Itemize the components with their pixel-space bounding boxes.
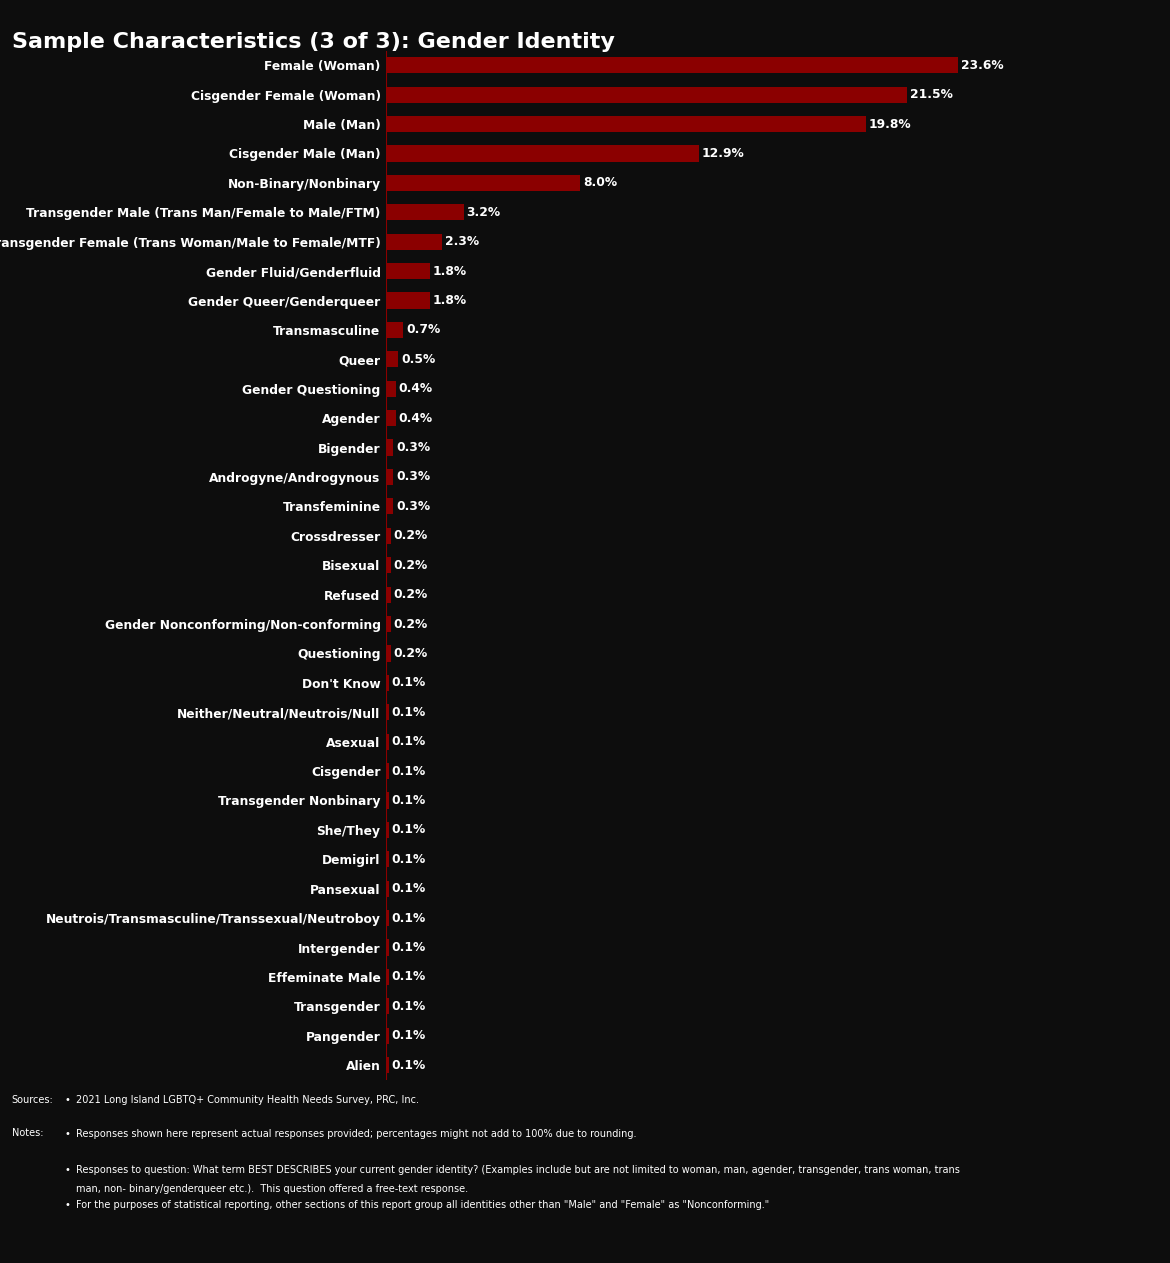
Bar bbox=[386, 499, 393, 514]
Text: 0.1%: 0.1% bbox=[392, 706, 426, 719]
Text: 0.3%: 0.3% bbox=[397, 470, 431, 484]
Text: 0.7%: 0.7% bbox=[406, 323, 440, 336]
Text: 0.1%: 0.1% bbox=[392, 912, 426, 925]
Text: Responses shown here represent actual responses provided; percentages might not : Responses shown here represent actual re… bbox=[76, 1129, 636, 1139]
Text: 3.2%: 3.2% bbox=[467, 206, 501, 218]
Text: 0.1%: 0.1% bbox=[392, 676, 426, 690]
Text: Notes:: Notes: bbox=[12, 1128, 43, 1138]
Bar bbox=[386, 792, 388, 808]
Text: 0.5%: 0.5% bbox=[401, 352, 435, 366]
Bar bbox=[386, 351, 398, 368]
Bar bbox=[386, 822, 388, 837]
Bar bbox=[386, 87, 907, 102]
Text: 0.1%: 0.1% bbox=[392, 1058, 426, 1072]
Text: 2.3%: 2.3% bbox=[445, 235, 479, 249]
Text: Sources:: Sources: bbox=[12, 1095, 54, 1105]
Bar bbox=[386, 440, 393, 456]
Text: 21.5%: 21.5% bbox=[910, 88, 952, 101]
Text: 8.0%: 8.0% bbox=[583, 177, 617, 189]
Text: 0.1%: 0.1% bbox=[392, 735, 426, 748]
Bar bbox=[386, 528, 391, 544]
Text: 1.8%: 1.8% bbox=[433, 264, 467, 278]
Text: 0.1%: 0.1% bbox=[392, 853, 426, 866]
Text: •: • bbox=[64, 1200, 70, 1210]
Text: 23.6%: 23.6% bbox=[961, 58, 1004, 72]
Text: 0.2%: 0.2% bbox=[394, 647, 428, 661]
Bar bbox=[386, 116, 866, 133]
Bar bbox=[386, 380, 395, 397]
Bar bbox=[386, 998, 388, 1014]
Bar bbox=[386, 293, 429, 308]
Text: man, non- binary/genderqueer etc.).  This question offered a free-text response.: man, non- binary/genderqueer etc.). This… bbox=[76, 1185, 468, 1194]
Text: 0.4%: 0.4% bbox=[399, 412, 433, 424]
Text: 0.1%: 0.1% bbox=[392, 764, 426, 778]
Bar bbox=[386, 1057, 388, 1074]
Bar bbox=[386, 645, 391, 662]
Text: 0.2%: 0.2% bbox=[394, 618, 428, 630]
Text: 19.8%: 19.8% bbox=[869, 117, 911, 130]
Bar bbox=[386, 880, 388, 897]
Bar bbox=[386, 763, 388, 779]
Bar bbox=[386, 205, 463, 220]
Bar bbox=[386, 57, 958, 73]
Bar bbox=[386, 586, 391, 602]
Text: 0.3%: 0.3% bbox=[397, 441, 431, 455]
Text: 2021 Long Island LGBTQ+ Community Health Needs Survey, PRC, Inc.: 2021 Long Island LGBTQ+ Community Health… bbox=[76, 1095, 419, 1105]
Text: 0.1%: 0.1% bbox=[392, 941, 426, 954]
Text: 0.4%: 0.4% bbox=[399, 383, 433, 395]
Text: Responses to question: What term BEST DESCRIBES your current gender identity? (E: Responses to question: What term BEST DE… bbox=[76, 1164, 959, 1175]
Bar bbox=[386, 851, 388, 868]
Bar bbox=[386, 263, 429, 279]
Text: For the purposes of statistical reporting, other sections of this report group a: For the purposes of statistical reportin… bbox=[76, 1200, 770, 1210]
Bar bbox=[386, 174, 580, 191]
Text: 0.3%: 0.3% bbox=[397, 500, 431, 513]
Bar bbox=[386, 234, 442, 250]
Bar bbox=[386, 469, 393, 485]
Text: 12.9%: 12.9% bbox=[702, 147, 744, 160]
Text: 0.2%: 0.2% bbox=[394, 558, 428, 572]
Text: 0.1%: 0.1% bbox=[392, 882, 426, 895]
Bar bbox=[386, 940, 388, 956]
Bar bbox=[386, 410, 395, 426]
Text: 0.1%: 0.1% bbox=[392, 1000, 426, 1013]
Text: 1.8%: 1.8% bbox=[433, 294, 467, 307]
Text: 0.1%: 0.1% bbox=[392, 1029, 426, 1042]
Text: 0.1%: 0.1% bbox=[392, 970, 426, 984]
Bar bbox=[386, 322, 402, 338]
Bar bbox=[386, 705, 388, 720]
Text: •: • bbox=[64, 1095, 70, 1105]
Bar bbox=[386, 734, 388, 750]
Bar bbox=[386, 557, 391, 573]
Text: Sample Characteristics (3 of 3): Gender Identity: Sample Characteristics (3 of 3): Gender … bbox=[12, 32, 614, 52]
Bar bbox=[386, 674, 388, 691]
Text: 0.1%: 0.1% bbox=[392, 823, 426, 836]
Text: •: • bbox=[64, 1164, 70, 1175]
Bar bbox=[386, 969, 388, 985]
Bar bbox=[386, 145, 698, 162]
Bar bbox=[386, 1028, 388, 1043]
Bar bbox=[386, 911, 388, 926]
Text: •: • bbox=[64, 1129, 70, 1139]
Text: 0.2%: 0.2% bbox=[394, 529, 428, 542]
Bar bbox=[386, 616, 391, 632]
Text: 0.1%: 0.1% bbox=[392, 794, 426, 807]
Text: 0.2%: 0.2% bbox=[394, 589, 428, 601]
